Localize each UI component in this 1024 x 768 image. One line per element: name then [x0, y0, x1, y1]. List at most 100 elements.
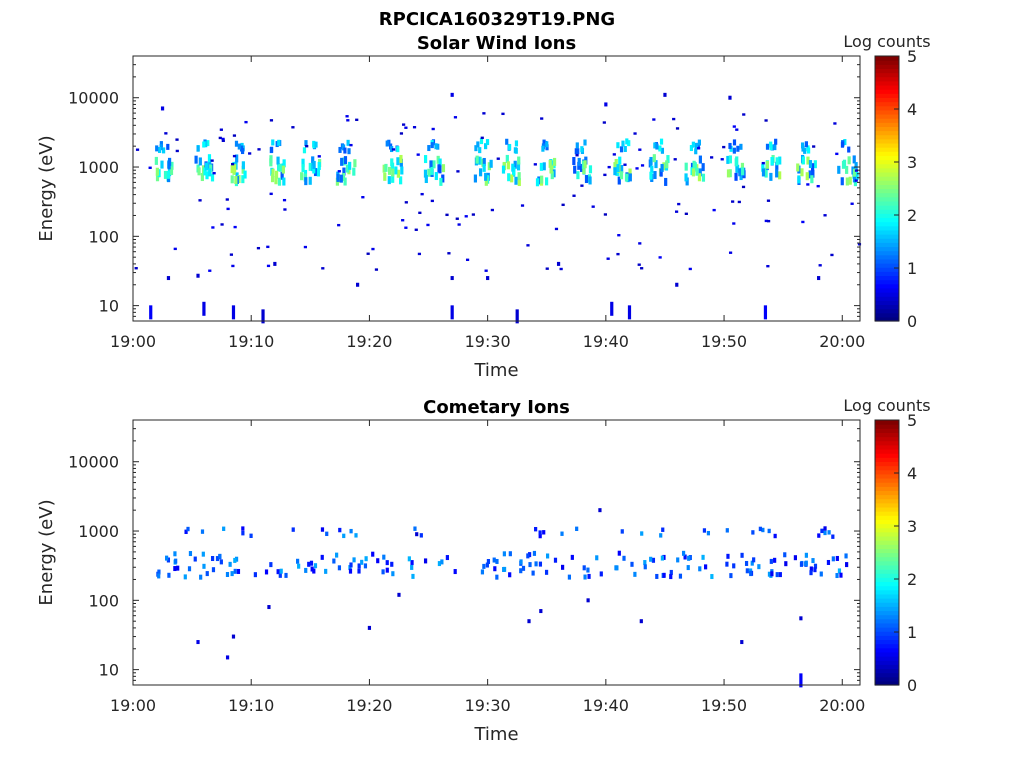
heatmap-cell — [725, 561, 729, 567]
heatmap-cell — [684, 173, 688, 182]
heatmap-cell — [703, 564, 708, 570]
heatmap-cell — [374, 268, 379, 271]
y-tick-label: 1000 — [78, 158, 119, 177]
colorbar-segment — [875, 229, 899, 235]
heatmap-cell — [505, 154, 509, 163]
heatmap-cell — [343, 147, 347, 154]
heatmap-cell — [539, 609, 543, 614]
heatmap-cell — [423, 558, 428, 564]
heatmap-cell — [228, 561, 232, 567]
heatmap-cell — [431, 127, 435, 131]
heatmap-cell — [457, 223, 461, 226]
heatmap-cell — [775, 169, 779, 178]
heatmap-cell — [845, 177, 849, 186]
heatmap-cell — [574, 148, 578, 155]
colorbar-segment — [875, 457, 899, 463]
heatmap-cell — [735, 164, 739, 173]
colorbar-segment — [875, 159, 899, 165]
heatmap-cell — [508, 551, 512, 557]
heatmap-cell — [266, 264, 271, 268]
heatmap-cell — [387, 166, 392, 175]
colorbar-segment — [875, 469, 899, 475]
colorbar-segment — [875, 263, 899, 268]
heatmap-cell — [854, 169, 859, 172]
heatmap-cell — [401, 219, 405, 222]
y-tick-label: 100 — [88, 227, 119, 246]
heatmap-cell — [376, 558, 380, 564]
panels: 19:00 19:10 19:20 19:30 19:40 19:50 20:0010100… — [36, 32, 931, 745]
heatmap-cell — [726, 155, 730, 164]
heatmap-cell — [728, 142, 732, 149]
heatmap-cell — [482, 112, 486, 115]
heatmap-cell — [797, 175, 801, 184]
y-tick-label: 10 — [99, 661, 119, 680]
heatmap-cell — [160, 160, 164, 169]
heatmap-cell — [848, 176, 852, 185]
heatmap-cell — [304, 177, 308, 186]
colorbar-segment — [875, 585, 899, 591]
colorbar-segment — [875, 647, 899, 653]
heatmap-cell — [416, 153, 420, 156]
heatmap-cell — [625, 138, 629, 145]
heatmap-cell — [742, 113, 746, 116]
heatmap-cell — [225, 571, 230, 577]
heatmap-cell — [347, 148, 351, 155]
heatmap-cell — [455, 217, 459, 220]
heatmap-cell — [607, 165, 611, 169]
heatmap-cell — [619, 171, 624, 180]
heatmap-cell — [677, 202, 681, 206]
heatmap-cell — [770, 156, 774, 165]
heatmap-cell — [741, 167, 745, 176]
colorbar-segment — [875, 593, 899, 599]
colorbar-segment — [875, 614, 899, 620]
heatmap-cell — [210, 159, 214, 162]
heatmap-cell — [556, 261, 561, 266]
heatmap-cell — [501, 165, 506, 174]
colorbar-tick-label: 4 — [907, 464, 917, 483]
heatmap-cell — [341, 172, 346, 181]
heatmap-cell — [432, 160, 436, 169]
heatmap-cell — [212, 171, 216, 175]
heatmap-cell — [697, 139, 701, 146]
heatmap-cell — [473, 174, 478, 183]
heatmap-cell — [208, 269, 212, 272]
heatmap-cell — [630, 561, 634, 567]
heatmap-cell — [346, 119, 350, 122]
colorbar-segment — [875, 424, 899, 429]
heatmap-cell — [482, 157, 486, 166]
colorbar-tick-label: 1 — [907, 259, 917, 278]
heatmap-cell — [584, 175, 589, 184]
heatmap-cell — [279, 568, 283, 574]
heatmap-cell — [581, 160, 586, 169]
heatmap-cell — [208, 168, 212, 177]
heatmap-cell — [728, 251, 733, 254]
heatmap-cell — [320, 554, 324, 560]
heatmap-cell — [658, 145, 662, 152]
heatmap-cell — [526, 244, 530, 247]
heatmap-cell — [736, 145, 740, 152]
heatmap-cell — [278, 572, 282, 578]
heatmap-cell — [652, 118, 656, 121]
heatmap-cell — [683, 554, 687, 560]
heatmap-cell — [638, 242, 642, 245]
heatmap-cell — [434, 172, 438, 181]
heatmap-cell — [207, 154, 212, 163]
colorbar-segment — [875, 250, 899, 256]
heatmap-cell — [371, 247, 375, 251]
heatmap-cell — [519, 559, 523, 565]
heatmap-cell — [691, 168, 696, 177]
heatmap-cell — [404, 226, 408, 229]
heatmap-cell — [550, 171, 554, 180]
heatmap-cell — [710, 574, 714, 580]
heatmap-cell — [410, 564, 414, 570]
heatmap-cell — [175, 138, 179, 141]
colorbar-segment — [875, 668, 899, 674]
heatmap-cell — [506, 161, 510, 170]
heatmap-cell — [166, 143, 170, 150]
colorbar-segment — [875, 97, 899, 103]
colorbar-segment — [875, 205, 899, 210]
heatmap-cell — [241, 526, 245, 531]
heatmap-cell — [154, 156, 158, 165]
heatmap-cell — [744, 560, 749, 566]
heatmap-cell — [770, 571, 774, 577]
